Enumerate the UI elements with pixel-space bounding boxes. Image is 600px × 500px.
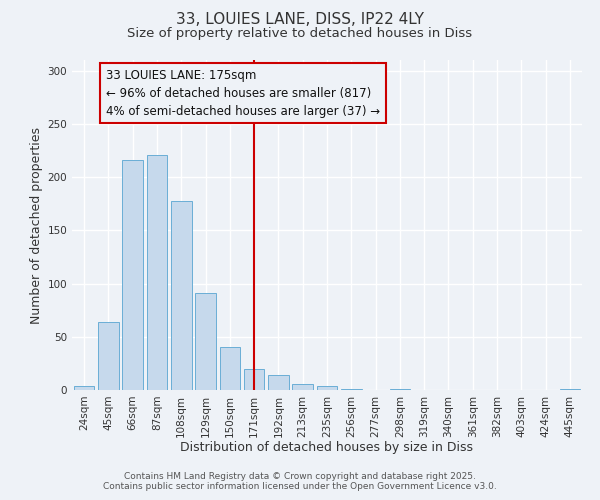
Bar <box>98 322 119 390</box>
X-axis label: Distribution of detached houses by size in Diss: Distribution of detached houses by size … <box>181 441 473 454</box>
Bar <box>171 200 191 390</box>
Bar <box>268 375 289 390</box>
Bar <box>220 348 240 390</box>
Bar <box>244 368 265 390</box>
Text: 33 LOUIES LANE: 175sqm
← 96% of detached houses are smaller (817)
4% of semi-det: 33 LOUIES LANE: 175sqm ← 96% of detached… <box>106 68 380 117</box>
Bar <box>341 389 362 390</box>
Bar <box>122 160 143 390</box>
Text: Size of property relative to detached houses in Diss: Size of property relative to detached ho… <box>127 28 473 40</box>
Bar <box>389 389 410 390</box>
Text: Contains HM Land Registry data © Crown copyright and database right 2025.: Contains HM Land Registry data © Crown c… <box>124 472 476 481</box>
Bar <box>292 384 313 390</box>
Text: Contains public sector information licensed under the Open Government Licence v3: Contains public sector information licen… <box>103 482 497 491</box>
Bar <box>317 386 337 390</box>
Y-axis label: Number of detached properties: Number of detached properties <box>30 126 43 324</box>
Bar <box>560 389 580 390</box>
Bar <box>195 293 216 390</box>
Bar <box>146 154 167 390</box>
Text: 33, LOUIES LANE, DISS, IP22 4LY: 33, LOUIES LANE, DISS, IP22 4LY <box>176 12 424 28</box>
Bar <box>74 386 94 390</box>
